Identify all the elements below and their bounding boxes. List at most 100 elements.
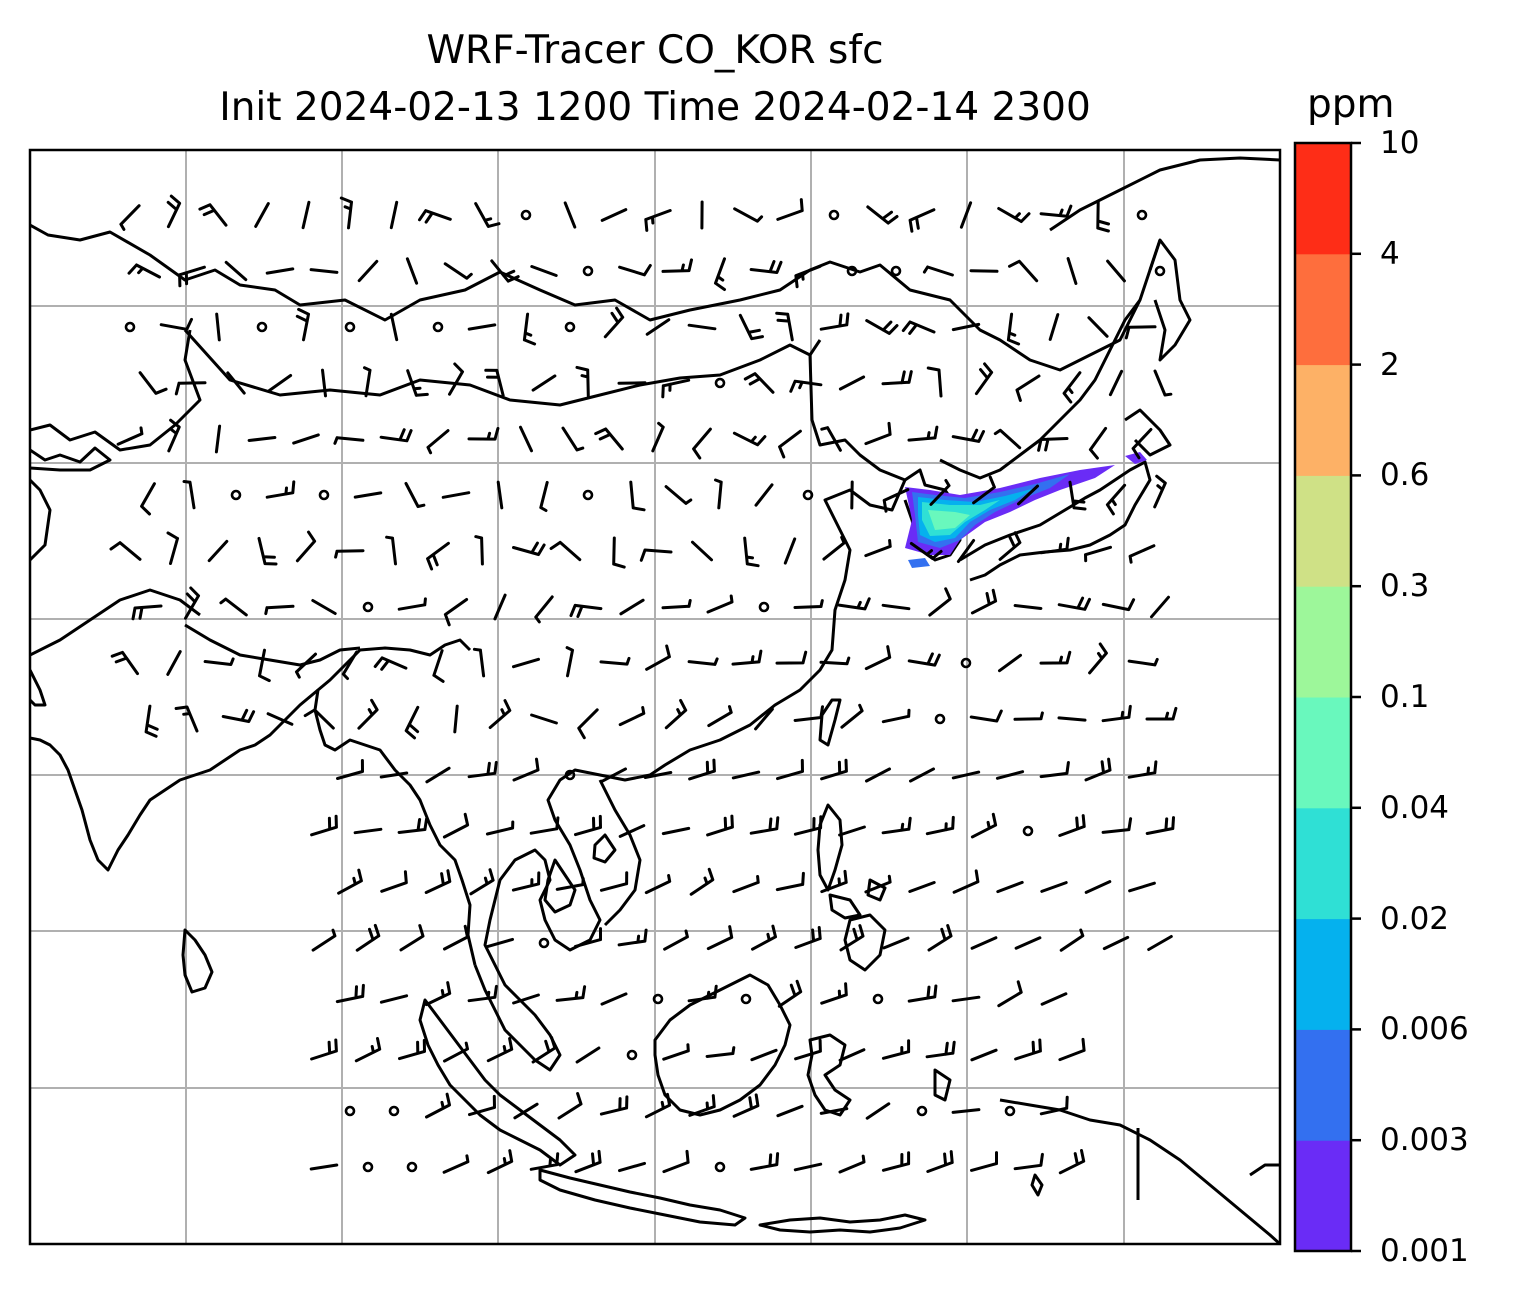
wind-barb	[354, 1037, 382, 1063]
coast-sakhalin	[1148, 238, 1192, 362]
wind-barb	[732, 875, 760, 894]
calm-marker	[564, 321, 576, 333]
wind-barb	[519, 425, 533, 453]
wind-barb	[166, 194, 182, 229]
wind-barb	[224, 260, 248, 282]
wind-barb	[406, 369, 429, 397]
wind-barb	[749, 260, 783, 274]
wind-barb	[909, 767, 935, 783]
wind-barb	[1057, 596, 1091, 611]
wind-barb	[599, 1095, 629, 1116]
calm-marker	[344, 1105, 356, 1117]
wind-barb	[998, 653, 1022, 673]
wind-barb	[1058, 1037, 1086, 1062]
colorbar-segment	[1295, 143, 1351, 255]
wind-barb	[303, 708, 335, 730]
wind-barb	[707, 705, 733, 728]
wind-barb	[743, 536, 760, 568]
wind-barb	[1128, 544, 1156, 564]
wind-barb	[995, 770, 1025, 780]
calm-marker	[406, 1161, 418, 1173]
wind-barb	[565, 646, 574, 678]
wind-barb	[951, 1108, 981, 1114]
wind-barb	[928, 587, 952, 617]
coast-china-east	[649, 354, 907, 777]
wind-barb	[951, 428, 985, 443]
wind-barb	[215, 312, 221, 342]
wind-barb	[687, 657, 719, 666]
wind-barb	[159, 317, 193, 331]
wind-barb	[865, 1102, 891, 1120]
wind-barb	[776, 1104, 804, 1118]
colorbar-tick-label: 2	[1380, 346, 1400, 383]
wind-barb	[838, 825, 866, 837]
wind-barb	[109, 541, 142, 561]
calm-marker	[828, 209, 840, 221]
wind-barb	[793, 815, 823, 836]
wind-barb	[738, 313, 764, 341]
wind-barb	[184, 586, 200, 620]
wind-barb	[442, 812, 470, 839]
wind-barb	[822, 535, 846, 561]
wind-barb	[777, 979, 803, 1008]
wind-barb	[838, 1154, 866, 1174]
colorbar-segment	[1295, 918, 1351, 1030]
wind-barb	[909, 542, 943, 560]
calm-marker	[432, 321, 444, 333]
wind-barb	[1039, 650, 1072, 665]
calm-marker	[538, 937, 550, 949]
wind-barb	[485, 820, 515, 836]
wind-barb	[644, 874, 672, 895]
wind-barb	[389, 200, 399, 230]
wind-barb	[448, 362, 464, 396]
calm-marker	[890, 265, 902, 277]
wind-barb	[662, 1149, 690, 1174]
wind-barb	[424, 869, 452, 894]
wind-barb	[1145, 816, 1175, 835]
wind-barb	[865, 319, 899, 335]
wind-barb	[214, 424, 222, 454]
wind-barb	[706, 814, 734, 837]
wind-barb	[1084, 757, 1112, 782]
wind-barb	[618, 264, 652, 277]
wind-barb	[292, 433, 320, 445]
colorbar-segment	[1295, 364, 1351, 476]
wind-barb	[1127, 657, 1159, 667]
wind-barb	[555, 985, 587, 1002]
wind-barb	[555, 877, 585, 891]
wind-barb	[574, 1149, 602, 1174]
wind-barb	[1040, 992, 1068, 1006]
wind-barb	[355, 923, 381, 952]
wind-barb	[443, 598, 469, 627]
wind-barb	[333, 436, 365, 445]
wind-barb	[952, 869, 980, 894]
border-kazakh	[30, 329, 202, 452]
wind-barb	[864, 539, 892, 558]
wind-barb	[549, 540, 582, 562]
wind-barb	[789, 379, 823, 393]
wind-barb	[1101, 598, 1136, 612]
wind-barb	[1105, 483, 1127, 516]
wind-barb	[399, 924, 425, 952]
wind-barb	[1088, 642, 1108, 675]
wind-barb	[645, 318, 671, 336]
wind-barb	[662, 1043, 690, 1061]
wind-barb	[881, 370, 913, 386]
wind-barb	[969, 269, 999, 273]
wind-barb	[443, 1041, 469, 1063]
border-himalaya	[30, 588, 361, 667]
wind-barb	[513, 1102, 539, 1120]
wind-barb	[901, 320, 936, 335]
wind-barb	[575, 1046, 601, 1064]
wind-barb	[379, 994, 409, 1004]
coast-srilanka	[181, 928, 214, 994]
wind-barb	[794, 1038, 822, 1061]
wind-barb	[258, 648, 271, 683]
wind-barb	[219, 597, 248, 617]
wind-barb	[661, 258, 693, 273]
wind-barb	[865, 767, 891, 783]
wind-barb	[864, 645, 892, 671]
wind-barb	[257, 536, 278, 566]
wind-barb	[426, 541, 450, 571]
wind-barb	[472, 647, 486, 678]
